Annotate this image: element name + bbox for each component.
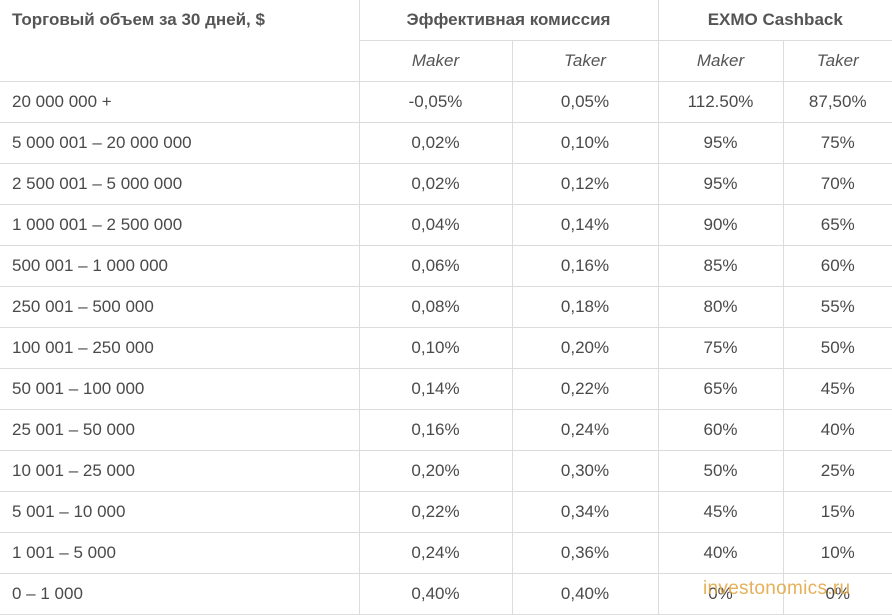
volume-column-header: Торговый объем за 30 дней, $	[0, 0, 360, 82]
fee-maker-cell: 0,40%	[359, 573, 513, 615]
fee-maker-cell: 0,08%	[359, 286, 513, 328]
fee-taker-cell: 0,16%	[512, 245, 659, 287]
fee-taker-cell: 0,20%	[512, 327, 659, 369]
volume-cell: 100 001 – 250 000	[0, 327, 360, 369]
cashback-taker-cell: 0%	[783, 573, 892, 615]
table-row: 20 000 000 + -0,05% 0,05% 112.50% 87,50%	[0, 81, 892, 123]
table-row: 250 001 – 500 000 0,08% 0,18% 80% 55%	[0, 286, 892, 328]
table-row: 5 000 001 – 20 000 000 0,02% 0,10% 95% 75%	[0, 122, 892, 164]
table-body: 20 000 000 + -0,05% 0,05% 112.50% 87,50% 5 00…	[0, 81, 892, 615]
fee-maker-cell: 0,06%	[359, 245, 513, 287]
fee-maker-cell: 0,10%	[359, 327, 513, 369]
volume-cell: 5 001 – 10 000	[0, 491, 360, 533]
cashback-maker-cell: 95%	[658, 122, 784, 164]
fee-maker-cell: 0,20%	[359, 450, 513, 492]
cashback-taker-cell: 87,50%	[783, 81, 892, 123]
fee-maker-header: Maker	[359, 40, 513, 82]
volume-cell: 0 – 1 000	[0, 573, 360, 615]
volume-cell: 500 001 – 1 000 000	[0, 245, 360, 287]
fee-taker-cell: 0,36%	[512, 532, 659, 574]
cashback-taker-header: Taker	[783, 40, 892, 82]
volume-cell: 50 001 – 100 000	[0, 368, 360, 410]
fee-taker-cell: 0,05%	[512, 81, 659, 123]
fee-taker-cell: 0,10%	[512, 122, 659, 164]
header-row-groups: Торговый объем за 30 дней, $ Эффективная…	[0, 0, 892, 82]
fee-taker-cell: 0,34%	[512, 491, 659, 533]
cashback-taker-cell: 50%	[783, 327, 892, 369]
fee-maker-cell: 0,02%	[359, 122, 513, 164]
cashback-header: EXMO Cashback	[658, 0, 892, 41]
cashback-taker-cell: 10%	[783, 532, 892, 574]
cashback-maker-cell: 40%	[658, 532, 784, 574]
fee-maker-cell: -0,05%	[359, 81, 513, 123]
cashback-taker-cell: 60%	[783, 245, 892, 287]
cashback-taker-cell: 45%	[783, 368, 892, 410]
cashback-taker-cell: 70%	[783, 163, 892, 205]
fee-taker-cell: 0,30%	[512, 450, 659, 492]
fee-maker-cell: 0,02%	[359, 163, 513, 205]
cashback-maker-cell: 112.50%	[658, 81, 784, 123]
fee-taker-header: Taker	[512, 40, 659, 82]
cashback-maker-cell: 50%	[658, 450, 784, 492]
volume-cell: 250 001 – 500 000	[0, 286, 360, 328]
table-head: Торговый объем за 30 дней, $ Эффективная…	[0, 0, 892, 82]
cashback-taker-cell: 65%	[783, 204, 892, 246]
table-row: 0 – 1 000 0,40% 0,40% 0% 0%	[0, 573, 892, 615]
volume-cell: 1 000 001 – 2 500 000	[0, 204, 360, 246]
cashback-maker-cell: 65%	[658, 368, 784, 410]
cashback-taker-cell: 25%	[783, 450, 892, 492]
fee-taker-cell: 0,22%	[512, 368, 659, 410]
fee-taker-cell: 0,14%	[512, 204, 659, 246]
volume-cell: 1 001 – 5 000	[0, 532, 360, 574]
fee-taker-cell: 0,12%	[512, 163, 659, 205]
volume-cell: 10 001 – 25 000	[0, 450, 360, 492]
volume-cell: 2 500 001 – 5 000 000	[0, 163, 360, 205]
table-row: 100 001 – 250 000 0,10% 0,20% 75% 50%	[0, 327, 892, 369]
volume-cell: 25 001 – 50 000	[0, 409, 360, 451]
cashback-maker-header: Maker	[658, 40, 784, 82]
table-row: 10 001 – 25 000 0,20% 0,30% 50% 25%	[0, 450, 892, 492]
volume-cell: 5 000 001 – 20 000 000	[0, 122, 360, 164]
cashback-taker-cell: 15%	[783, 491, 892, 533]
cashback-taker-cell: 75%	[783, 122, 892, 164]
fee-taker-cell: 0,18%	[512, 286, 659, 328]
cashback-maker-cell: 95%	[658, 163, 784, 205]
table-row: 50 001 – 100 000 0,14% 0,22% 65% 45%	[0, 368, 892, 410]
cashback-maker-cell: 45%	[658, 491, 784, 533]
effective-fee-header: Эффективная комиссия	[359, 0, 659, 41]
fee-maker-cell: 0,22%	[359, 491, 513, 533]
cashback-maker-cell: 85%	[658, 245, 784, 287]
table-row: 2 500 001 – 5 000 000 0,02% 0,12% 95% 70%	[0, 163, 892, 205]
cashback-maker-cell: 0%	[658, 573, 784, 615]
header-row-sub: Maker Taker Maker Taker	[0, 40, 892, 82]
fee-maker-cell: 0,04%	[359, 204, 513, 246]
cashback-maker-cell: 75%	[658, 327, 784, 369]
fee-taker-cell: 0,40%	[512, 573, 659, 615]
fee-maker-cell: 0,24%	[359, 532, 513, 574]
table-row: 1 001 – 5 000 0,24% 0,36% 40% 10%	[0, 532, 892, 574]
cashback-maker-cell: 60%	[658, 409, 784, 451]
cashback-taker-cell: 40%	[783, 409, 892, 451]
table-row: 1 000 001 – 2 500 000 0,04% 0,14% 90% 65%	[0, 204, 892, 246]
table-row: 25 001 – 50 000 0,16% 0,24% 60% 40%	[0, 409, 892, 451]
fee-taker-cell: 0,24%	[512, 409, 659, 451]
cashback-taker-cell: 55%	[783, 286, 892, 328]
table-row: 5 001 – 10 000 0,22% 0,34% 45% 15%	[0, 491, 892, 533]
fee-maker-cell: 0,14%	[359, 368, 513, 410]
table-row: 500 001 – 1 000 000 0,06% 0,16% 85% 60%	[0, 245, 892, 287]
cashback-maker-cell: 90%	[658, 204, 784, 246]
cashback-maker-cell: 80%	[658, 286, 784, 328]
volume-cell: 20 000 000 +	[0, 81, 360, 123]
fee-maker-cell: 0,16%	[359, 409, 513, 451]
